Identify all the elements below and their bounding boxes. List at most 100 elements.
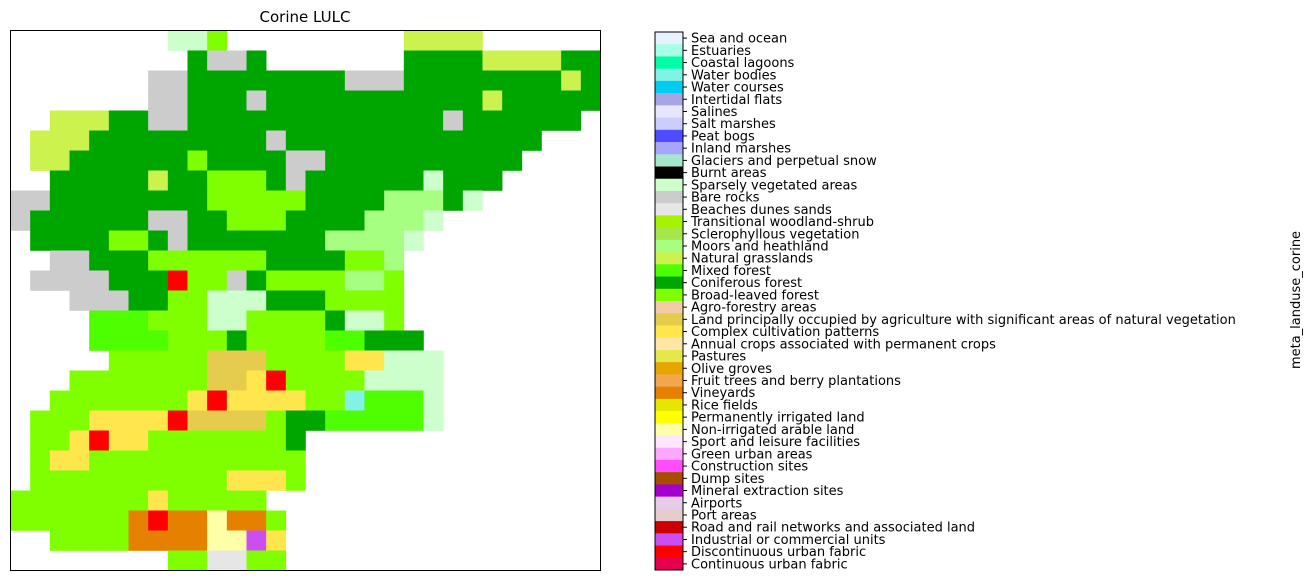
land-cell xyxy=(246,50,267,71)
land-cell xyxy=(443,90,464,111)
land-cell xyxy=(325,70,346,91)
land-cell xyxy=(325,210,346,231)
land-cell xyxy=(325,390,346,411)
land-cell xyxy=(128,170,149,191)
land-cell xyxy=(69,190,90,211)
land-cell xyxy=(30,230,51,251)
land-cell xyxy=(167,330,188,351)
colorbar-tick-label: Sclerophyllous vegetation xyxy=(691,227,859,242)
land-cell xyxy=(108,290,129,311)
colorbar-tick-label: Salt marshes xyxy=(691,117,776,132)
land-cell xyxy=(167,250,188,271)
land-cell xyxy=(207,510,228,531)
land-cell xyxy=(266,270,287,291)
land-cell xyxy=(89,110,110,131)
land-cell xyxy=(128,150,149,171)
land-cell xyxy=(207,430,228,451)
colorbar-tick-label: Land principally occupied by agriculture… xyxy=(691,313,1236,328)
land-cell xyxy=(30,270,51,291)
land-cell xyxy=(89,270,110,291)
land-cell xyxy=(305,350,326,371)
land-cell xyxy=(89,410,110,431)
colorbar-swatch xyxy=(655,423,683,436)
land-cell xyxy=(384,90,405,111)
colorbar-tick-label: Dump sites xyxy=(691,472,765,487)
colorbar-frame xyxy=(654,31,684,571)
colorbar-swatch xyxy=(655,56,683,69)
colorbar-swatch xyxy=(655,252,683,265)
land-cell xyxy=(10,490,31,511)
land-cell xyxy=(285,190,306,211)
land-cell xyxy=(305,210,326,231)
land-cell xyxy=(325,270,346,291)
land-cell xyxy=(246,190,267,211)
colorbar-swatch xyxy=(655,313,683,326)
land-cell xyxy=(49,270,70,291)
land-cell xyxy=(403,230,424,251)
land-cell xyxy=(325,410,346,431)
land-cell xyxy=(325,330,346,351)
land-cell xyxy=(187,350,208,371)
land-cell xyxy=(462,50,483,71)
colorbar-swatch xyxy=(655,190,683,204)
land-cell xyxy=(128,410,149,431)
land-cell xyxy=(364,190,385,211)
land-cell xyxy=(207,310,228,331)
land-cell xyxy=(325,290,346,311)
colorbar-tick-label: Permanently irrigated land xyxy=(691,411,865,426)
land-cell xyxy=(207,290,228,311)
land-cell xyxy=(482,50,503,71)
colorbar-swatch xyxy=(655,44,683,57)
land-cell xyxy=(502,150,523,171)
colorbar-swatch xyxy=(655,325,683,338)
land-cell xyxy=(167,530,188,551)
colorbar-tick-label: Pastures xyxy=(691,350,746,365)
land-cell xyxy=(49,430,70,451)
land-cell xyxy=(128,230,149,251)
land-cell xyxy=(167,270,188,291)
land-cell xyxy=(187,190,208,211)
land-cell xyxy=(325,230,346,251)
land-cell xyxy=(364,90,385,111)
land-cell xyxy=(423,410,444,431)
land-cell xyxy=(167,70,188,91)
land-cell xyxy=(187,30,208,51)
land-cell xyxy=(384,150,405,171)
land-cell xyxy=(10,190,31,211)
land-cell xyxy=(187,330,208,351)
land-cell xyxy=(69,110,90,131)
land-cell xyxy=(187,410,208,431)
land-cell xyxy=(49,110,70,131)
land-cell xyxy=(207,370,228,391)
land-cell xyxy=(266,550,287,571)
land-cell xyxy=(325,170,346,191)
land-cell xyxy=(384,110,405,131)
land-cell xyxy=(207,130,228,151)
land-cell xyxy=(403,70,424,91)
land-cell xyxy=(187,210,208,231)
land-cell xyxy=(266,470,287,491)
land-cell xyxy=(305,170,326,191)
colorbar-swatch xyxy=(655,337,683,351)
land-cell xyxy=(285,90,306,111)
land-cell xyxy=(246,310,267,331)
land-cell xyxy=(521,110,542,131)
land-cell xyxy=(266,390,287,411)
colorbar-tick-label: Water bodies xyxy=(691,68,777,83)
land-cell xyxy=(482,130,503,151)
colorbar-tick-label: Sea and ocean xyxy=(691,32,787,47)
land-cell xyxy=(108,230,129,251)
land-cell xyxy=(108,370,129,391)
land-cell xyxy=(285,250,306,271)
land-cell xyxy=(541,70,562,91)
land-cell xyxy=(403,390,424,411)
land-cell xyxy=(325,370,346,391)
land-cell xyxy=(344,150,365,171)
colorbar-swatch xyxy=(655,557,683,571)
land-cell xyxy=(108,210,129,231)
land-cell xyxy=(89,490,110,511)
land-cell xyxy=(246,130,267,151)
land-cell xyxy=(207,50,228,71)
land-cell xyxy=(285,450,306,471)
land-cell xyxy=(384,310,405,331)
